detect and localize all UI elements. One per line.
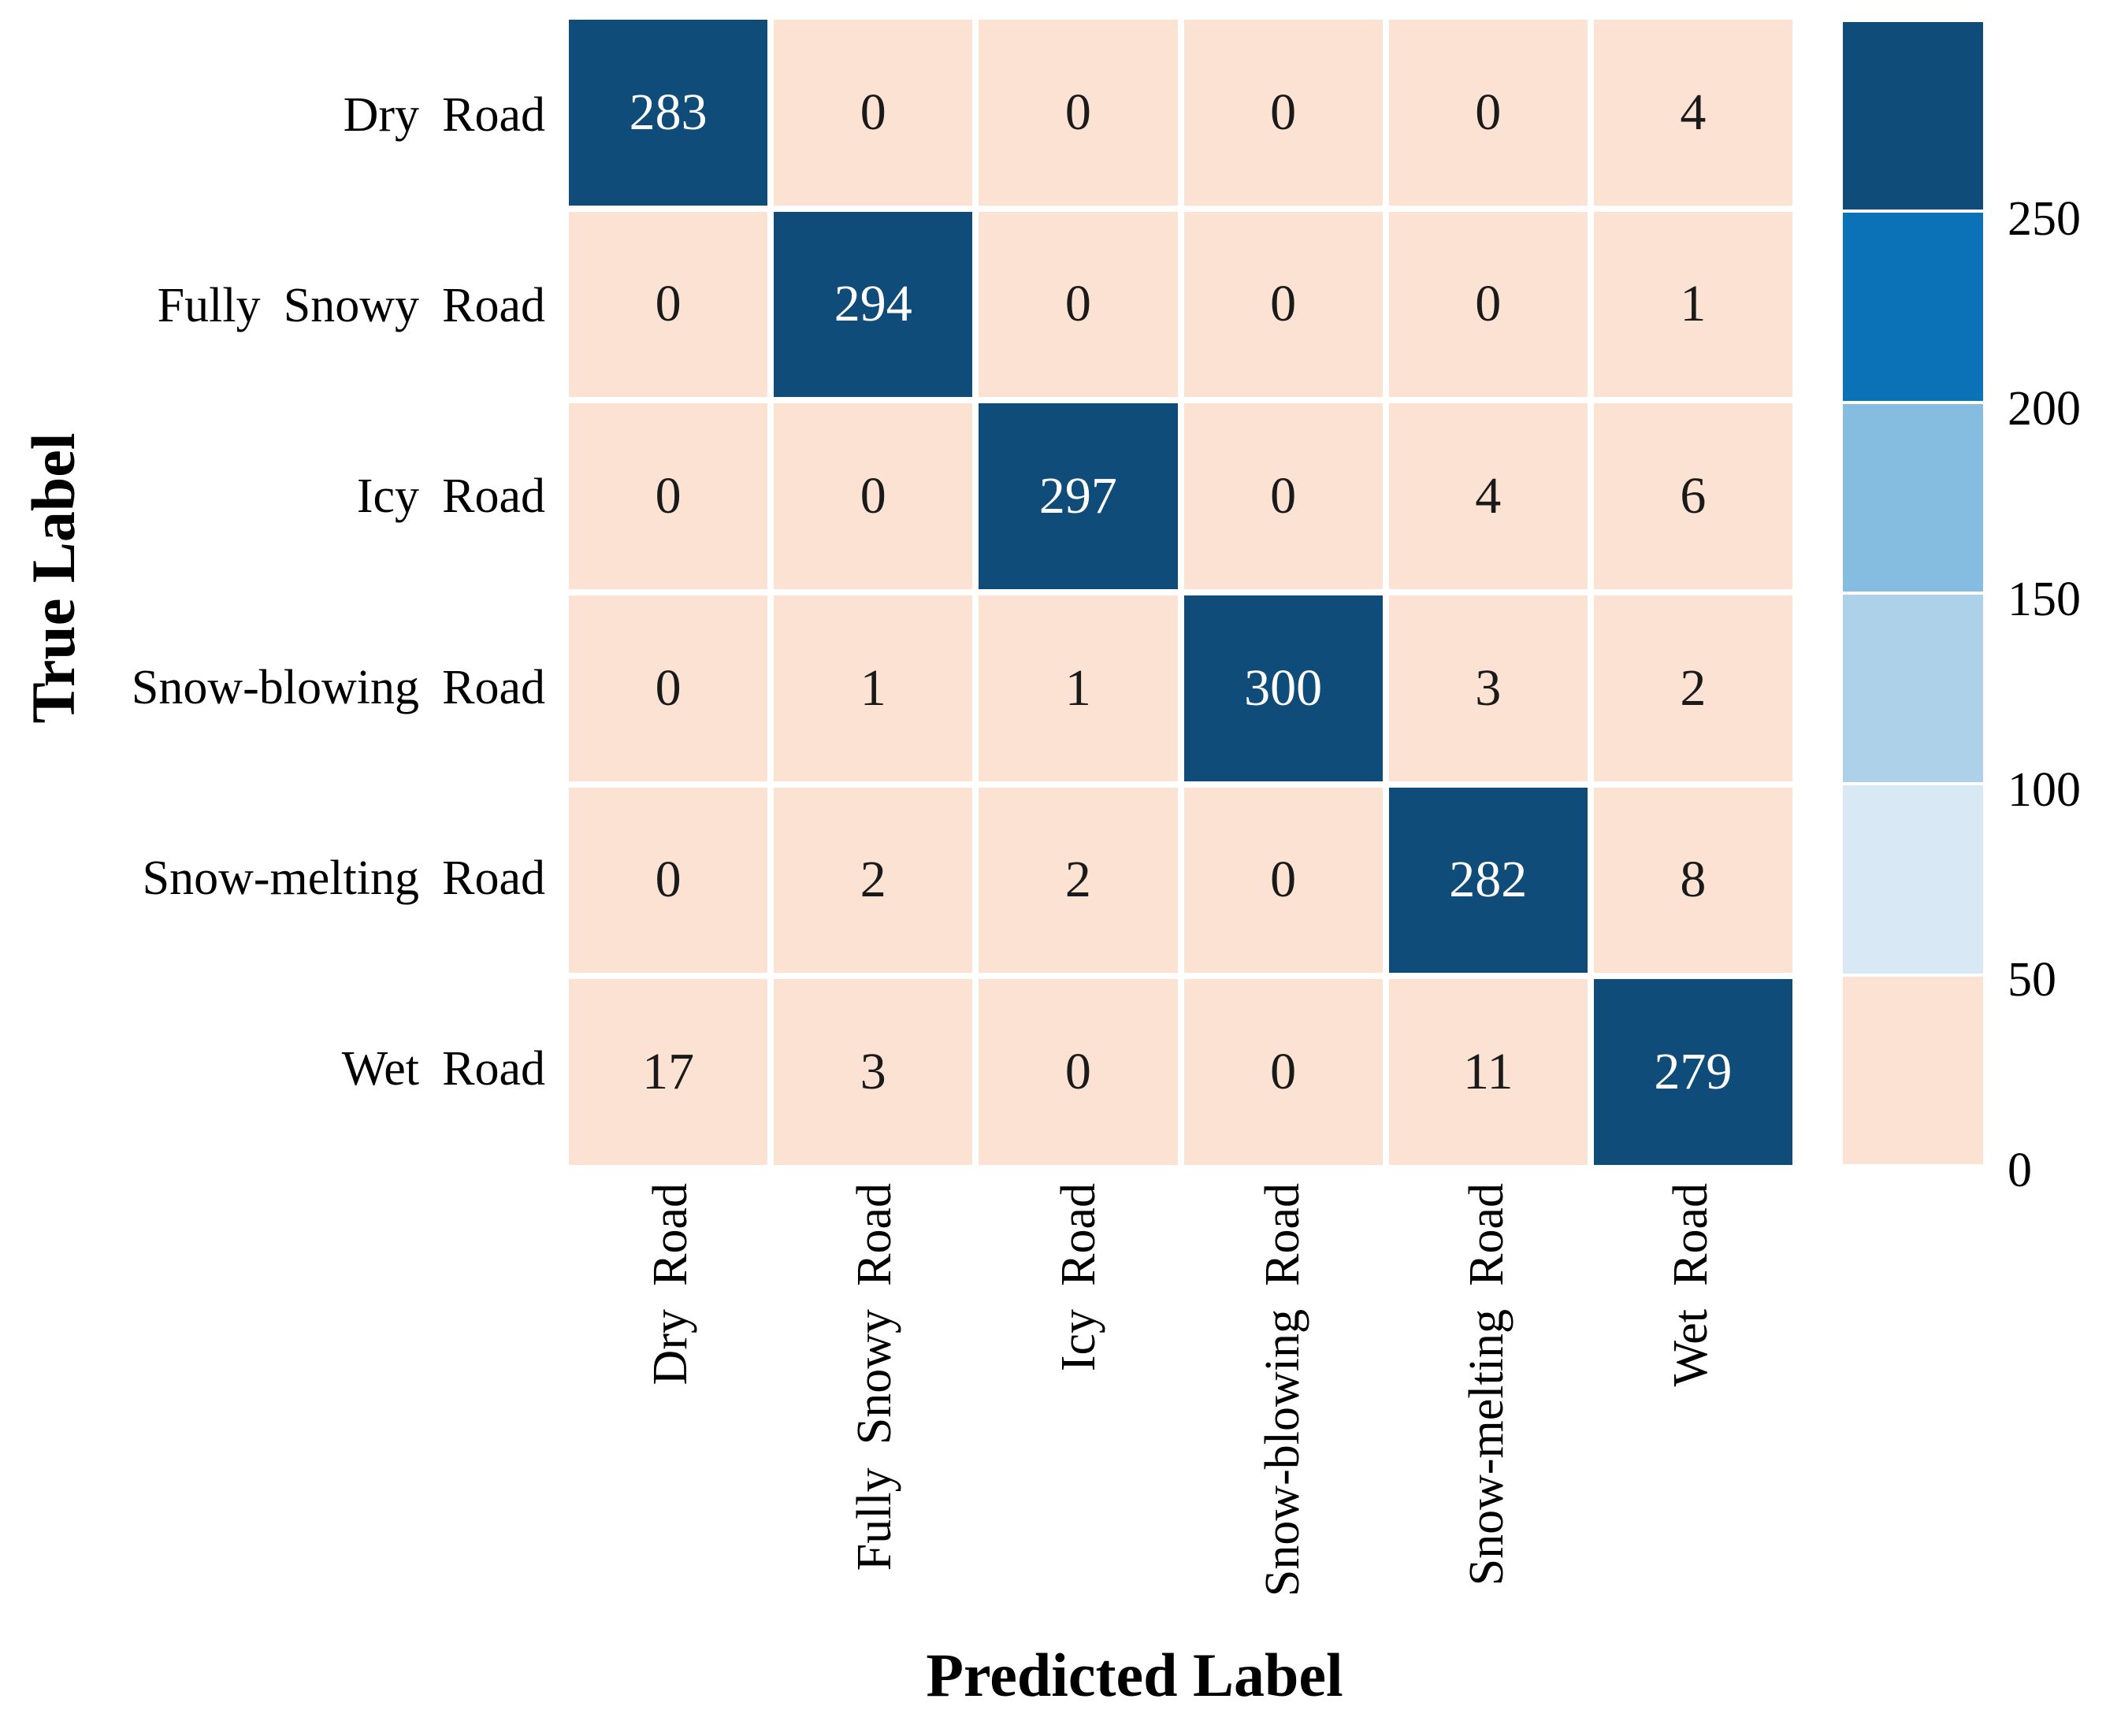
- x-tick-slot-2: Icy Road: [977, 1183, 1181, 1703]
- x-tick-slot-1: Fully Snowy Road: [773, 1183, 977, 1703]
- matrix-cell-r1-c2: 0: [979, 211, 1178, 398]
- x-tick-slot-4: Snow-melting Road: [1384, 1183, 1588, 1703]
- matrix-cell-r1-c5: 1: [1593, 211, 1792, 398]
- matrix-cell-r3-c0: 0: [569, 595, 768, 781]
- matrix-cell-r3-c1: 1: [774, 595, 973, 781]
- matrix-cell-r4-c4: 282: [1388, 787, 1588, 974]
- x-tick-slot-5: Wet Road: [1588, 1183, 1792, 1703]
- x-tick-label-5: Wet Road: [1663, 1183, 1718, 1387]
- matrix-cell-r0-c0: 283: [569, 20, 768, 206]
- x-tick-label-4: Snow-melting Road: [1459, 1183, 1514, 1586]
- matrix-cell-r0-c1: 0: [774, 20, 973, 206]
- x-tick-label-0: Dry Road: [644, 1183, 698, 1385]
- y-tick-label-4: Snow-melting Road: [142, 851, 545, 905]
- matrix-cell-r5-c0: 17: [569, 979, 768, 1165]
- y-tick-label-2: Icy Road: [356, 469, 545, 524]
- matrix-cell-r0-c4: 0: [1388, 20, 1588, 206]
- matrix-cell-r5-c2: 0: [979, 979, 1178, 1165]
- colorbar-band-250-300: [1843, 22, 1983, 210]
- matrix-cell-r2-c5: 6: [1593, 403, 1792, 589]
- matrix-cell-r4-c5: 8: [1593, 787, 1792, 974]
- matrix-cell-r0-c5: 4: [1593, 20, 1792, 206]
- heatmap-grid: 283 0 0 0 0 4 0 294 0 0 0 1 0 0 297 0 4 6 0 1 1 300 3 2 0 2 2 0 282 8…: [569, 20, 1792, 1165]
- x-tick-label-3: Snow-blowing Road: [1255, 1183, 1309, 1597]
- matrix-cell-r4-c1: 2: [774, 787, 973, 974]
- matrix-cell-r1-c4: 0: [1388, 211, 1588, 398]
- colorbar-band-100-150: [1843, 594, 1983, 783]
- matrix-cell-r5-c3: 0: [1183, 979, 1383, 1165]
- matrix-cell-r2-c3: 0: [1183, 403, 1383, 589]
- matrix-cell-r1-c0: 0: [569, 211, 768, 398]
- matrix-cell-r1-c3: 0: [1183, 211, 1383, 398]
- colorbar-band-150-200: [1843, 403, 1983, 592]
- matrix-cell-r5-c4: 11: [1388, 979, 1588, 1165]
- x-tick-slot-3: Snow-blowing Road: [1180, 1183, 1384, 1703]
- colorbar-band-50-100: [1843, 785, 1983, 974]
- x-tick-slot-0: Dry Road: [569, 1183, 773, 1703]
- x-tick-label-1: Fully Snowy Road: [848, 1183, 902, 1571]
- matrix-cell-r3-c4: 3: [1388, 595, 1588, 781]
- y-tick-label-1: Fully Snowy Road: [157, 278, 545, 332]
- matrix-cell-r3-c3: 300: [1183, 595, 1383, 781]
- colorbar-tick-200: 200: [2008, 382, 2081, 436]
- colorbar-tick-150: 150: [2008, 573, 2081, 626]
- colorbar-band-200-250: [1843, 213, 1983, 401]
- matrix-cell-r3-c2: 1: [979, 595, 1178, 781]
- matrix-cell-r2-c0: 0: [569, 403, 768, 589]
- matrix-cell-r2-c4: 4: [1388, 403, 1588, 589]
- colorbar-tick-0: 0: [2008, 1144, 2032, 1197]
- colorbar-tick-250: 250: [2008, 191, 2081, 246]
- colorbar: [1843, 22, 1983, 1164]
- matrix-cell-r4-c0: 0: [569, 787, 768, 974]
- matrix-cell-r4-c3: 0: [1183, 787, 1383, 974]
- colorbar-band-0-50: [1843, 976, 1983, 1164]
- matrix-cell-r0-c3: 0: [1183, 20, 1383, 206]
- x-axis-title: Predicted Label: [926, 1641, 1343, 1709]
- matrix-cell-r4-c2: 2: [979, 787, 1178, 974]
- y-tick-labels: Dry Road Fully Snowy Road Icy Road Snow-blo…: [0, 20, 545, 1165]
- matrix-cell-r3-c5: 2: [1593, 595, 1792, 781]
- matrix-cell-r2-c1: 0: [774, 403, 973, 589]
- matrix-cell-r5-c1: 3: [774, 979, 973, 1165]
- x-tick-labels: Dry Road Fully Snowy Road Icy Road Snow-blo…: [569, 1183, 1792, 1703]
- matrix-cell-r0-c2: 0: [979, 20, 1178, 206]
- y-tick-label-5: Wet Road: [341, 1042, 545, 1096]
- matrix-cell-r2-c2: 297: [979, 403, 1178, 589]
- colorbar-tick-50: 50: [2008, 953, 2056, 1007]
- y-tick-label-0: Dry Road: [343, 87, 545, 142]
- x-tick-label-2: Icy Road: [1052, 1183, 1106, 1372]
- colorbar-tick-100: 100: [2008, 762, 2081, 817]
- matrix-cell-r5-c5: 279: [1593, 979, 1792, 1165]
- y-tick-label-3: Snow-blowing Road: [131, 660, 545, 714]
- matrix-cell-r1-c1: 294: [774, 211, 973, 398]
